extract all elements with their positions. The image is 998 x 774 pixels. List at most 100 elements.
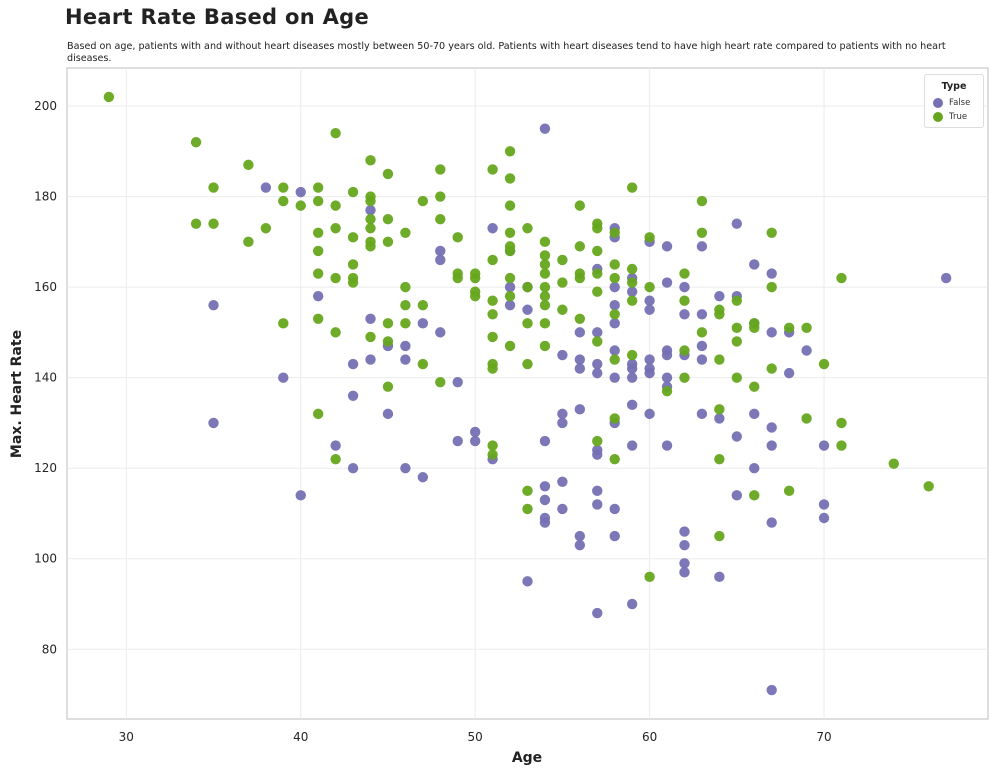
data-point-false bbox=[644, 408, 655, 420]
data-point-false bbox=[539, 481, 551, 492]
data-point-false bbox=[609, 530, 620, 542]
data-point-false bbox=[365, 204, 376, 216]
legend-marker-false bbox=[933, 98, 943, 108]
data-point-true bbox=[609, 259, 620, 270]
data-point-false bbox=[661, 277, 673, 288]
data-point-false bbox=[940, 272, 952, 284]
data-point-false bbox=[574, 354, 586, 365]
data-point-false bbox=[626, 598, 638, 610]
data-point-true bbox=[679, 345, 690, 356]
data-point-false bbox=[295, 186, 306, 198]
data-point-true bbox=[592, 223, 603, 234]
data-point-true bbox=[330, 200, 341, 211]
y-tick-label: 180 bbox=[34, 190, 57, 204]
data-point-true bbox=[609, 453, 620, 465]
data-point-false bbox=[609, 372, 620, 383]
data-point-false bbox=[626, 440, 638, 451]
data-point-false bbox=[400, 340, 411, 352]
data-point-true bbox=[278, 318, 289, 329]
data-point-false bbox=[278, 372, 289, 383]
data-point-false bbox=[661, 372, 673, 383]
data-point-true bbox=[312, 408, 324, 420]
data-point-false bbox=[679, 539, 690, 551]
y-tick-label: 120 bbox=[34, 461, 57, 475]
x-tick-label: 30 bbox=[119, 730, 134, 744]
data-point-true bbox=[592, 286, 603, 297]
data-point-false bbox=[696, 408, 708, 420]
data-point-false bbox=[679, 526, 690, 537]
data-point-true bbox=[836, 272, 847, 284]
data-point-true bbox=[714, 404, 725, 415]
data-point-false bbox=[801, 345, 812, 356]
data-point-false bbox=[696, 354, 708, 365]
data-point-true bbox=[609, 354, 620, 365]
data-point-true bbox=[382, 318, 394, 329]
data-point-false bbox=[504, 281, 516, 293]
data-point-true bbox=[592, 435, 603, 447]
series-true bbox=[103, 91, 934, 583]
data-point-true bbox=[417, 195, 429, 207]
data-point-false bbox=[609, 318, 620, 329]
data-point-true bbox=[749, 490, 760, 501]
data-point-true bbox=[365, 195, 376, 207]
data-point-true bbox=[487, 331, 498, 343]
data-point-false bbox=[452, 435, 463, 447]
data-point-true bbox=[365, 241, 376, 252]
x-tick-label: 40 bbox=[293, 730, 308, 744]
data-point-true bbox=[574, 200, 586, 211]
data-point-false bbox=[749, 408, 760, 420]
data-point-false bbox=[609, 281, 620, 293]
data-point-false bbox=[435, 254, 446, 266]
data-point-true bbox=[312, 313, 324, 325]
data-point-false bbox=[522, 304, 533, 315]
data-point-false bbox=[365, 354, 376, 365]
data-point-true bbox=[609, 309, 620, 320]
data-point-false bbox=[626, 363, 638, 374]
data-point-true bbox=[574, 241, 586, 252]
x-axis-label: Age bbox=[512, 750, 542, 766]
data-point-false bbox=[208, 417, 219, 429]
chart-subtitle: Based on age, patients with and without … bbox=[67, 41, 946, 64]
data-point-true bbox=[522, 485, 533, 497]
plot-area bbox=[66, 67, 989, 720]
data-point-false bbox=[592, 499, 603, 510]
data-point-true bbox=[487, 363, 498, 374]
legend-label-true: True bbox=[949, 112, 968, 122]
data-point-true bbox=[417, 358, 429, 370]
data-point-true bbox=[278, 182, 289, 193]
data-point-false bbox=[400, 354, 411, 365]
y-tick-label: 80 bbox=[42, 642, 57, 656]
data-point-false bbox=[208, 300, 219, 311]
data-point-false bbox=[592, 449, 603, 460]
data-point-false bbox=[592, 485, 603, 497]
data-point-true bbox=[312, 227, 324, 238]
data-point-true bbox=[190, 218, 202, 229]
data-point-true bbox=[626, 263, 638, 275]
data-point-true bbox=[557, 304, 568, 315]
data-point-false bbox=[539, 517, 551, 528]
grid-lines bbox=[67, 68, 988, 719]
data-point-false bbox=[574, 404, 586, 415]
data-point-true bbox=[522, 358, 533, 370]
data-point-true bbox=[557, 254, 568, 266]
data-point-false bbox=[679, 309, 690, 320]
data-point-true bbox=[312, 245, 324, 257]
data-point-true bbox=[469, 290, 481, 302]
data-point-false bbox=[661, 241, 673, 252]
x-tick-label: 50 bbox=[468, 730, 483, 744]
data-point-true bbox=[400, 318, 411, 329]
data-point-true bbox=[626, 277, 638, 288]
data-point-true bbox=[330, 223, 341, 234]
data-point-true bbox=[888, 458, 900, 469]
data-point-false bbox=[749, 259, 760, 270]
y-axis-label: Max. Heart Rate bbox=[9, 330, 25, 458]
data-point-true bbox=[365, 223, 376, 234]
data-point-true bbox=[522, 281, 533, 293]
data-point-false bbox=[766, 440, 777, 451]
data-point-false bbox=[818, 499, 830, 510]
data-point-true bbox=[801, 322, 812, 334]
data-point-false bbox=[435, 245, 446, 257]
data-point-false bbox=[347, 462, 359, 474]
data-point-true bbox=[504, 340, 516, 352]
data-point-true bbox=[574, 272, 586, 284]
